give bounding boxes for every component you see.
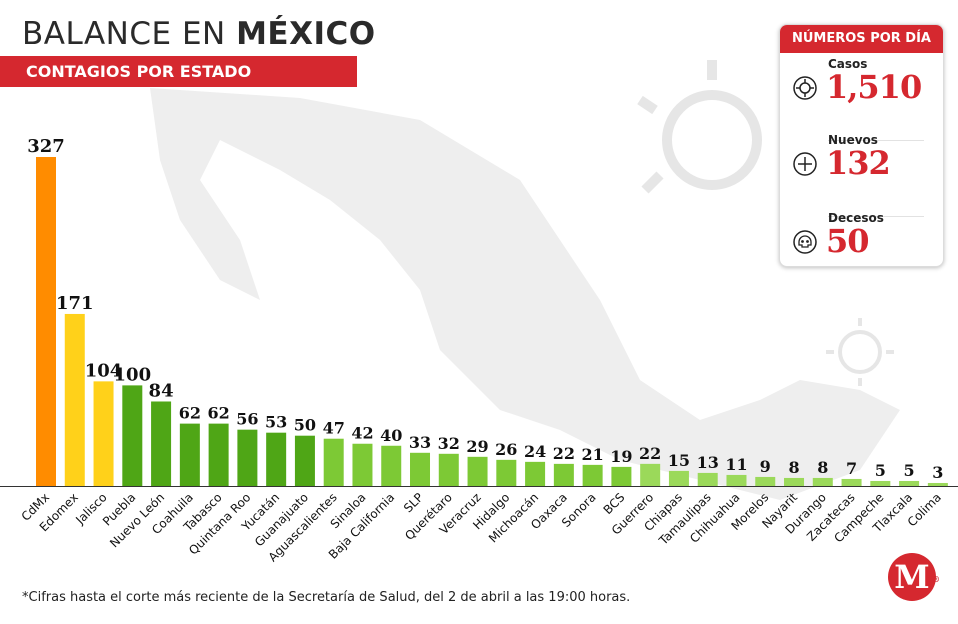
plus-circle-icon xyxy=(793,152,817,176)
bar-value-label: 29 xyxy=(466,437,488,456)
bar xyxy=(841,478,862,486)
bar-value-label: 21 xyxy=(581,445,603,464)
bar-value-label: 24 xyxy=(524,442,546,461)
bar-value-label: 53 xyxy=(265,413,287,432)
bar-value-label: 84 xyxy=(149,380,174,401)
skull-icon xyxy=(793,230,817,254)
bar-value-label: 22 xyxy=(639,444,661,463)
bar-value-label: 50 xyxy=(294,416,316,435)
bar xyxy=(611,466,632,486)
bar-value-label: 33 xyxy=(409,433,431,452)
bar xyxy=(266,432,287,486)
bar xyxy=(93,381,114,486)
bar-value-label: 5 xyxy=(875,461,886,480)
footnote: *Cifras hasta el corte más reciente de l… xyxy=(22,590,631,605)
bar xyxy=(438,453,459,486)
stat-label: Decesos xyxy=(828,211,884,225)
virus-icon xyxy=(793,76,817,100)
bar-value-label: 22 xyxy=(553,444,575,463)
panel-header: NÚMEROS POR DÍA xyxy=(780,25,943,53)
bar-value-label: 8 xyxy=(788,458,799,477)
divider xyxy=(828,140,924,141)
bar-value-label: 15 xyxy=(668,451,690,470)
bar xyxy=(352,443,373,486)
bar xyxy=(496,459,517,486)
bar-value-label: 47 xyxy=(323,419,345,438)
daily-numbers-panel: NÚMEROS POR DÍA Casos 1,510 Nuevos 132 xyxy=(779,24,944,267)
stat-value: 50 xyxy=(826,222,870,260)
bar xyxy=(294,435,315,486)
bar xyxy=(668,470,689,486)
bar-value-label: 104 xyxy=(85,360,123,381)
bar-value-label: 8 xyxy=(817,458,828,477)
title-strong: MÉXICO xyxy=(236,16,376,52)
bar-value-label: 40 xyxy=(380,426,402,445)
bar xyxy=(870,480,891,486)
bar xyxy=(784,477,805,486)
bar-value-label: 42 xyxy=(351,424,373,443)
bar xyxy=(179,423,200,486)
bar xyxy=(697,472,718,486)
bar-value-label: 171 xyxy=(56,293,94,314)
stat-label: Casos xyxy=(828,57,868,71)
stat-cases: Casos 1,510 xyxy=(780,53,943,123)
bar-value-label: 3 xyxy=(932,463,943,482)
stat-value: 1,510 xyxy=(826,68,922,106)
stat-value: 132 xyxy=(826,144,891,182)
virus-decoration-icon xyxy=(637,60,762,194)
bar-value-label: 9 xyxy=(760,457,771,476)
bar xyxy=(208,423,229,486)
divider xyxy=(828,216,924,217)
bar xyxy=(726,474,747,486)
bar-value-label: 19 xyxy=(610,447,632,466)
bar xyxy=(323,438,344,486)
bar xyxy=(381,445,402,486)
milenio-logo: M ® xyxy=(888,553,940,601)
bar-value-label: 7 xyxy=(846,459,857,478)
bar xyxy=(582,464,603,486)
bar-value-label: 13 xyxy=(697,453,719,472)
mexico-map-shape xyxy=(150,88,900,500)
bar xyxy=(899,480,920,486)
stat-new: Nuevos 132 xyxy=(780,129,943,199)
stat-deaths: Decesos 50 xyxy=(780,207,943,266)
bar-value-label: 62 xyxy=(207,404,229,423)
bar-value-label: 11 xyxy=(725,455,747,474)
bar xyxy=(553,463,574,486)
bar-value-label: 56 xyxy=(236,410,258,429)
bar xyxy=(927,482,948,486)
bar-value-label: 327 xyxy=(27,136,65,157)
bar xyxy=(640,463,661,486)
bar-value-label: 62 xyxy=(179,404,201,423)
logo-registered-mark: ® xyxy=(932,574,940,584)
page-title: BALANCE EN MÉXICO xyxy=(22,16,376,52)
bar-value-label: 26 xyxy=(495,440,517,459)
bar xyxy=(525,461,546,486)
bar xyxy=(410,452,431,486)
bar xyxy=(36,157,56,486)
bar xyxy=(812,477,833,486)
bar-value-label: 100 xyxy=(114,364,152,385)
bar xyxy=(151,401,172,486)
stat-label: Nuevos xyxy=(828,133,878,147)
bar xyxy=(467,456,488,486)
subtitle-bar: CONTAGIOS POR ESTADO xyxy=(0,56,357,87)
bar xyxy=(755,476,776,486)
bar-value-label: 32 xyxy=(438,434,460,453)
bar xyxy=(237,429,258,486)
small-virus-decoration-icon xyxy=(826,318,894,386)
logo-letter: M xyxy=(894,558,930,596)
bar xyxy=(64,313,85,486)
bar-value-label: 5 xyxy=(904,461,915,480)
bar xyxy=(122,385,143,486)
